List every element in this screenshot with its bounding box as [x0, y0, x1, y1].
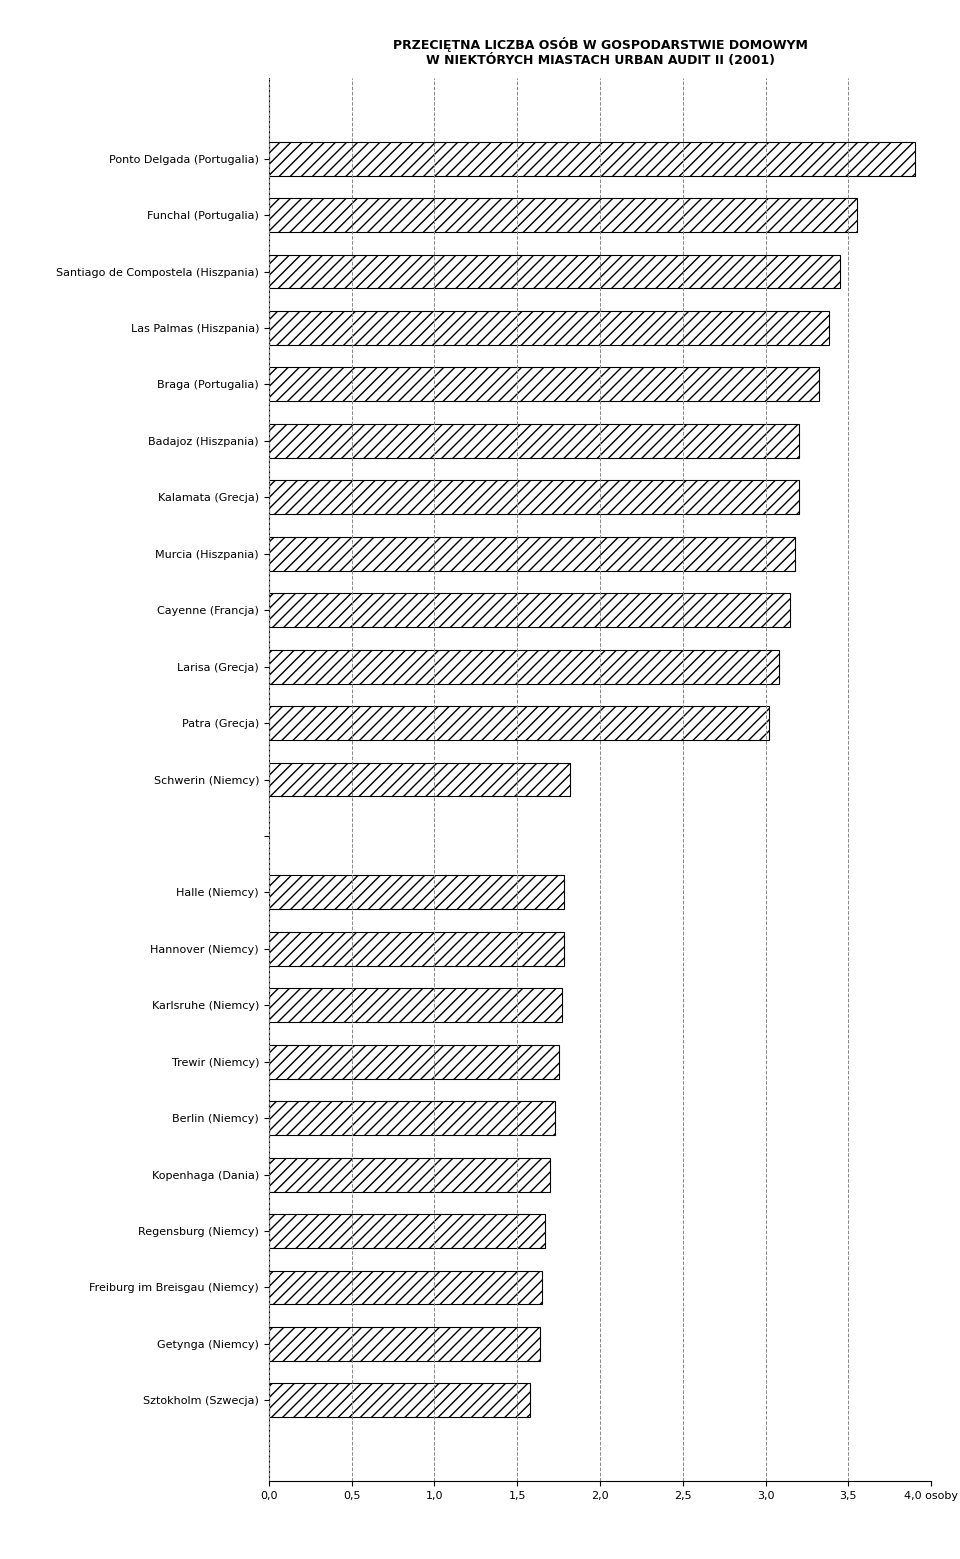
Bar [269, 1158, 550, 1191]
Bar [269, 142, 915, 176]
Bar [269, 1045, 559, 1079]
Bar [269, 198, 856, 232]
Bar [269, 932, 564, 965]
Bar [269, 368, 819, 401]
Bar [269, 254, 840, 288]
Bar [269, 1101, 555, 1135]
Bar [269, 594, 790, 627]
Bar [269, 536, 796, 571]
Bar [269, 1271, 542, 1305]
Bar [269, 1327, 540, 1361]
Bar [269, 650, 779, 683]
Bar [269, 876, 564, 909]
Bar [269, 1214, 545, 1247]
Bar [269, 312, 828, 345]
Bar [269, 480, 799, 514]
Bar [269, 762, 570, 797]
Bar [269, 424, 799, 458]
Bar [269, 988, 562, 1023]
Title: PRZECIĘTNA LICZBA OSÓB W GOSPODARSTWIE DOMOWYM
W NIEKTÓRYCH MIASTACH URBAN AUDIT: PRZECIĘTNA LICZBA OSÓB W GOSPODARSTWIE D… [393, 37, 807, 67]
Bar [269, 706, 769, 741]
Bar [269, 1383, 531, 1417]
